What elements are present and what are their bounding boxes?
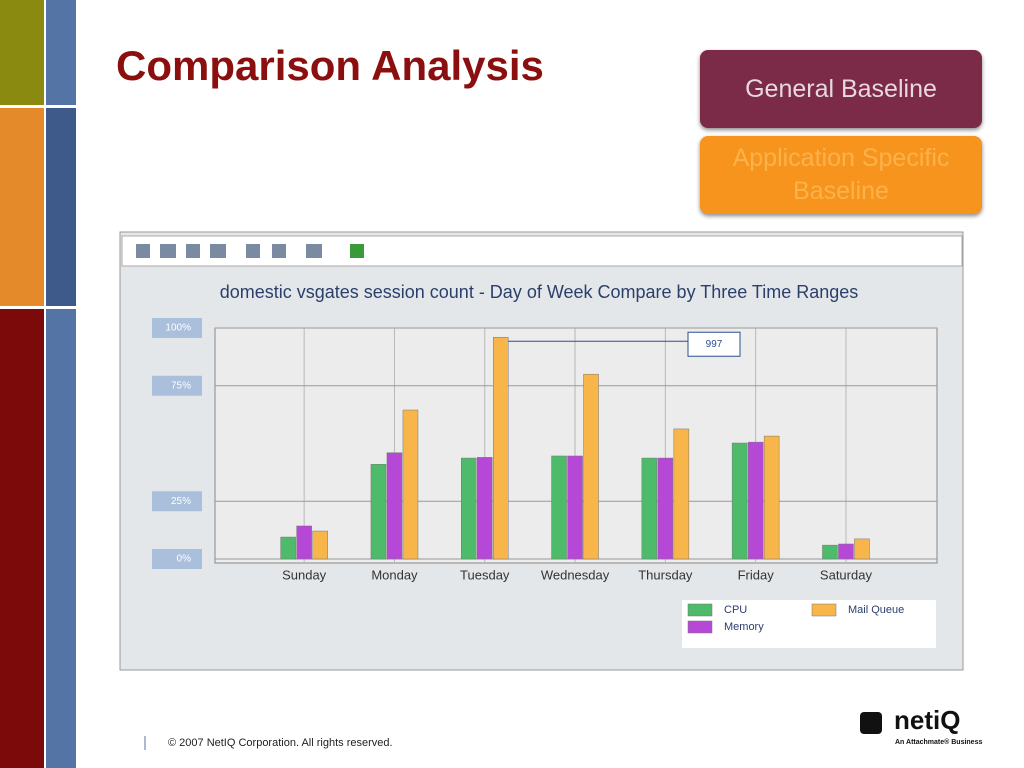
y-tick-box: [152, 375, 202, 396]
bar: [280, 536, 296, 560]
bar: [477, 457, 493, 560]
y-tick-label: 0%: [177, 554, 192, 565]
bar: [567, 455, 583, 560]
baseline-button[interactable]: Application Specific Baseline: [700, 136, 982, 214]
stripe: [0, 309, 44, 768]
footer: © 2007 NetIQ Corporation. All rights res…: [168, 737, 393, 749]
logo: netiQ: [894, 705, 960, 735]
legend-box: [682, 600, 936, 648]
x-tick-label: Saturday: [820, 567, 873, 582]
bar: [583, 373, 599, 560]
x-tick-label: Thursday: [638, 567, 693, 582]
bar: [673, 428, 690, 560]
stripe: [46, 309, 76, 768]
y-tick-label: 25%: [171, 496, 191, 507]
stripe: [46, 108, 76, 306]
y-tick-box: [152, 491, 202, 512]
bar: [386, 452, 403, 560]
bar: [493, 336, 509, 560]
bar: [838, 543, 854, 560]
legend-label: CPU: [724, 604, 747, 616]
x-tick-label: Sunday: [282, 567, 327, 582]
stripe: [46, 0, 76, 105]
y-tick-label: 100%: [165, 323, 191, 334]
bar: [822, 544, 838, 560]
toolbar: [121, 235, 963, 267]
legend-swatch: [687, 603, 713, 617]
x-tick-label: Wednesday: [541, 567, 610, 582]
y-tick-box: [152, 549, 202, 569]
y-tick-label: 75%: [171, 380, 191, 391]
bar: [657, 457, 674, 560]
bar: [551, 455, 567, 560]
bar: [312, 530, 328, 560]
bar: [641, 457, 658, 560]
annotation: 997: [706, 339, 723, 350]
y-tick-box: [152, 318, 202, 338]
bar: [747, 441, 764, 560]
bar: [854, 538, 870, 560]
stripe: [0, 0, 44, 105]
legend-label: Mail Queue: [848, 604, 904, 616]
toolbar-icons: [136, 244, 364, 258]
logo-icon: [860, 712, 882, 734]
stripe: [0, 108, 44, 306]
bar: [461, 457, 477, 560]
bar: [763, 435, 780, 560]
chart-title: domestic vsgates session count - Day of …: [220, 282, 859, 302]
legend-label: Memory: [724, 621, 764, 633]
bar: [731, 442, 748, 560]
bar: [402, 409, 419, 560]
bar: [370, 464, 387, 560]
annotation-box: [687, 331, 741, 357]
x-tick-label: Monday: [371, 567, 418, 582]
bar: [296, 525, 312, 560]
x-tick-label: Tuesday: [460, 567, 510, 582]
legend-swatch: [687, 620, 713, 634]
logo-tagline: An Attachmate® Business: [895, 738, 982, 746]
x-tick-label: Friday: [738, 567, 775, 582]
baseline-button[interactable]: General Baseline: [700, 50, 982, 128]
slide-title: Comparison Analysis: [116, 42, 544, 89]
legend-swatch: [811, 603, 837, 617]
